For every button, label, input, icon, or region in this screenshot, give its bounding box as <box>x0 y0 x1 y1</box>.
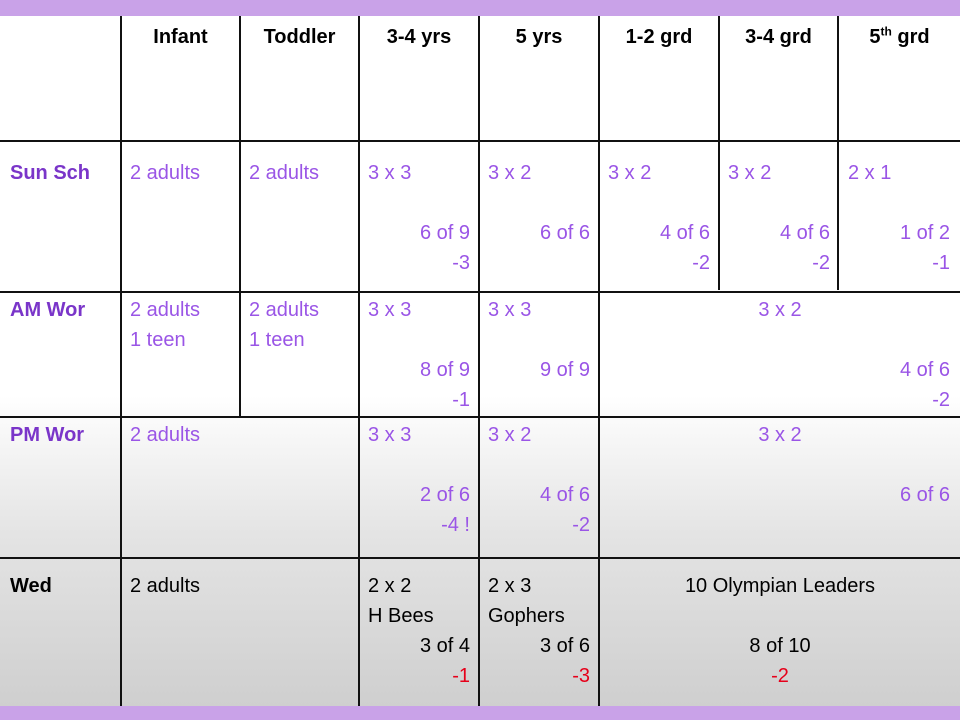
cell-am-5-ratio: 3 x 3 <box>488 299 532 321</box>
cell-wed-3-4-count: 3 of 4 <box>419 635 470 657</box>
row-divider <box>0 557 960 559</box>
cell-pm-grades-count: 6 of 6 <box>899 484 950 506</box>
cell-sun-3-4-count: 6 of 9 <box>419 222 470 244</box>
col-divider <box>239 16 241 416</box>
cell-sun-5grd-diff: -1 <box>932 252 950 274</box>
cell-am-grades-count: 4 of 6 <box>899 359 950 381</box>
row-divider <box>0 416 960 418</box>
cell-am-grades-ratio: 3 x 2 <box>758 299 802 321</box>
cell-wed-5-ratio: 2 x 3 <box>488 575 532 597</box>
cell-am-5-count: 9 of 9 <box>539 359 590 381</box>
row-label-am-wor: AM Wor <box>10 299 86 321</box>
row-label-sun-sch: Sun Sch <box>10 162 91 184</box>
header-toddler: Toddler <box>263 26 336 48</box>
row-label-pm-wor: PM Wor <box>10 424 85 446</box>
cell-wed-3-4-ratio: 2 x 2 <box>368 575 412 597</box>
cell-sun-infant: 2 adults <box>130 162 201 184</box>
header-5-yrs: 5 yrs <box>515 26 563 48</box>
cell-sun-1-2-ratio: 3 x 2 <box>608 162 652 184</box>
cell-pm-infant-toddler: 2 adults <box>130 424 201 446</box>
cell-pm-3-4-count: 2 of 6 <box>419 484 470 506</box>
cell-am-3-4-diff: -1 <box>452 389 470 411</box>
cell-sun-5-count: 6 of 6 <box>539 222 590 244</box>
cell-pm-3-4-ratio: 3 x 3 <box>368 424 412 446</box>
cell-sun-1-2-diff: -2 <box>692 252 710 274</box>
staffing-table: Infant Toddler 3-4 yrs 5 yrs 1-2 grd 3-4… <box>0 16 960 706</box>
cell-sun-3-4-diff: -3 <box>452 252 470 274</box>
cell-pm-5-diff: -2 <box>572 514 590 536</box>
cell-sun-3-4grd-ratio: 3 x 2 <box>728 162 772 184</box>
cell-wed-infant-toddler: 2 adults <box>130 575 201 597</box>
cell-wed-5-group: Gophers <box>488 605 565 627</box>
cell-wed-5-count: 3 of 6 <box>539 635 590 657</box>
col-divider <box>837 140 839 290</box>
header-3-4-grd: 3-4 grd <box>745 26 812 48</box>
col-divider <box>478 16 480 706</box>
col-divider <box>837 16 839 140</box>
cell-wed-grades-diff: -2 <box>771 665 789 687</box>
cell-sun-5grd-ratio: 2 x 1 <box>848 162 892 184</box>
header-3-4-yrs: 3-4 yrs <box>386 26 452 48</box>
staffing-table-slide: Infant Toddler 3-4 yrs 5 yrs 1-2 grd 3-4… <box>0 16 960 706</box>
cell-sun-3-4-ratio: 3 x 3 <box>368 162 412 184</box>
row-divider <box>0 291 960 293</box>
cell-wed-5-diff: -3 <box>572 665 590 687</box>
cell-am-toddler-teen: 1 teen <box>249 329 305 351</box>
cell-am-3-4-ratio: 3 x 3 <box>368 299 412 321</box>
cell-sun-1-2-count: 4 of 6 <box>659 222 710 244</box>
cell-sun-5-ratio: 3 x 2 <box>488 162 532 184</box>
cell-pm-5-count: 4 of 6 <box>539 484 590 506</box>
top-accent-band <box>0 0 960 16</box>
cell-am-infant-adults: 2 adults <box>130 299 201 321</box>
cell-sun-5grd-count: 1 of 2 <box>899 222 950 244</box>
row-label-wed: Wed <box>10 575 52 597</box>
header-5th-grd: 5th grd <box>869 24 930 48</box>
col-divider <box>598 16 600 706</box>
cell-wed-grades-count: 8 of 10 <box>749 635 811 657</box>
col-divider <box>718 140 720 290</box>
cell-pm-5-ratio: 3 x 2 <box>488 424 532 446</box>
cell-wed-3-4-group: H Bees <box>368 605 434 627</box>
cell-sun-toddler: 2 adults <box>249 162 320 184</box>
cell-sun-3-4grd-diff: -2 <box>812 252 830 274</box>
cell-pm-grades-ratio: 3 x 2 <box>758 424 802 446</box>
header-infant: Infant <box>153 26 208 48</box>
col-divider <box>718 16 720 140</box>
row-divider <box>0 140 960 142</box>
cell-am-infant-teen: 1 teen <box>130 329 186 351</box>
cell-wed-grades-leaders: 10 Olympian Leaders <box>684 575 876 597</box>
bottom-accent-band <box>0 706 960 720</box>
cell-pm-3-4-diff: -4 ! <box>441 514 470 536</box>
cell-sun-3-4grd-count: 4 of 6 <box>779 222 830 244</box>
cell-am-grades-diff: -2 <box>932 389 950 411</box>
col-divider <box>120 16 122 706</box>
cell-am-toddler-adults: 2 adults <box>249 299 320 321</box>
header-1-2-grd: 1-2 grd <box>625 26 693 48</box>
col-divider <box>358 16 360 706</box>
cell-am-3-4-count: 8 of 9 <box>419 359 470 381</box>
cell-wed-3-4-diff: -1 <box>452 665 470 687</box>
